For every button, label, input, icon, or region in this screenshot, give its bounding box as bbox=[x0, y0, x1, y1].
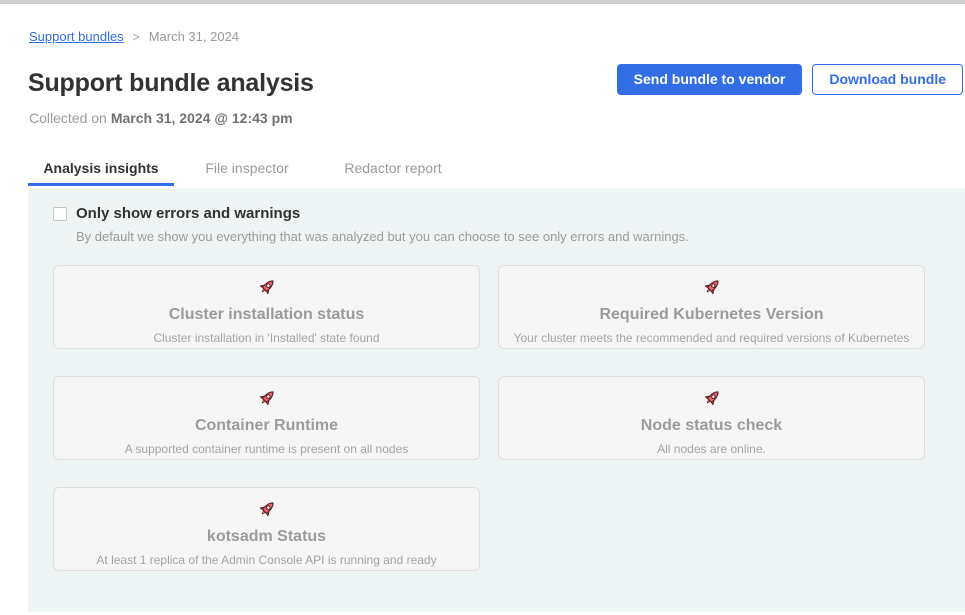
tab-redactor-report[interactable]: Redactor report bbox=[344, 160, 442, 176]
analysis-insights-panel: Only show errors and warnings By default… bbox=[28, 188, 965, 612]
tab-file-inspector[interactable]: File inspector bbox=[205, 160, 289, 176]
analyzer-cards-grid: Cluster installation status Cluster inst… bbox=[53, 265, 925, 571]
analyzer-card-message: A supported container runtime is present… bbox=[124, 442, 409, 456]
filter-row: Only show errors and warnings bbox=[53, 205, 965, 222]
analyzer-card-message: All nodes are online. bbox=[657, 442, 766, 456]
rocket-icon bbox=[256, 388, 277, 409]
analyzer-card-cluster-installation-status: Cluster installation status Cluster inst… bbox=[53, 265, 480, 349]
analyzer-card-kotsadm-status: kotsadm Status At least 1 replica of the… bbox=[53, 487, 480, 571]
analyzer-card-title: Cluster installation status bbox=[168, 306, 365, 323]
only-errors-checkbox-label[interactable]: Only show errors and warnings bbox=[76, 205, 301, 222]
breadcrumb-support-bundles-link[interactable]: Support bundles bbox=[29, 29, 124, 44]
breadcrumb-current: March 31, 2024 bbox=[148, 29, 240, 44]
rocket-icon bbox=[256, 277, 277, 298]
send-bundle-to-vendor-button[interactable]: Send bundle to vendor bbox=[616, 64, 803, 95]
collected-on-value: March 31, 2024 @ 12:43 pm bbox=[110, 110, 293, 126]
collected-on-line: Collected on March 31, 2024 @ 12:43 pm bbox=[29, 110, 293, 126]
rocket-icon bbox=[701, 388, 722, 409]
breadcrumb: Support bundles > March 31, 2024 bbox=[29, 29, 239, 44]
page-title: Support bundle analysis bbox=[28, 69, 314, 97]
analyzer-card-title: Container Runtime bbox=[194, 417, 339, 434]
analyzer-card-node-status-check: Node status check All nodes are online. bbox=[498, 376, 925, 460]
tab-bar: Analysis insights File inspector Redacto… bbox=[28, 160, 466, 186]
rocket-icon bbox=[701, 277, 722, 298]
header-actions: Send bundle to vendor Download bundle bbox=[616, 64, 963, 95]
analyzer-card-title: Node status check bbox=[640, 417, 783, 434]
analyzer-card-title: Required Kubernetes Version bbox=[599, 306, 824, 323]
filter-description: By default we show you everything that w… bbox=[76, 229, 689, 244]
top-border-bar bbox=[0, 0, 965, 4]
only-errors-checkbox[interactable] bbox=[53, 206, 67, 221]
analyzer-card-message: Your cluster meets the recommended and r… bbox=[513, 331, 910, 345]
rocket-icon bbox=[256, 499, 277, 520]
collected-on-label: Collected on bbox=[29, 110, 107, 126]
analyzer-card-message: Cluster installation in 'Installed' stat… bbox=[153, 331, 380, 345]
analyzer-card-title: kotsadm Status bbox=[206, 528, 327, 545]
breadcrumb-separator: > bbox=[132, 30, 140, 44]
analyzer-card-message: At least 1 replica of the Admin Console … bbox=[96, 553, 437, 567]
analyzer-card-required-kubernetes-version: Required Kubernetes Version Your cluster… bbox=[498, 265, 925, 349]
download-bundle-button[interactable]: Download bundle bbox=[812, 64, 963, 95]
analyzer-card-container-runtime: Container Runtime A supported container … bbox=[53, 376, 480, 460]
tab-analysis-insights[interactable]: Analysis insights bbox=[28, 160, 174, 186]
